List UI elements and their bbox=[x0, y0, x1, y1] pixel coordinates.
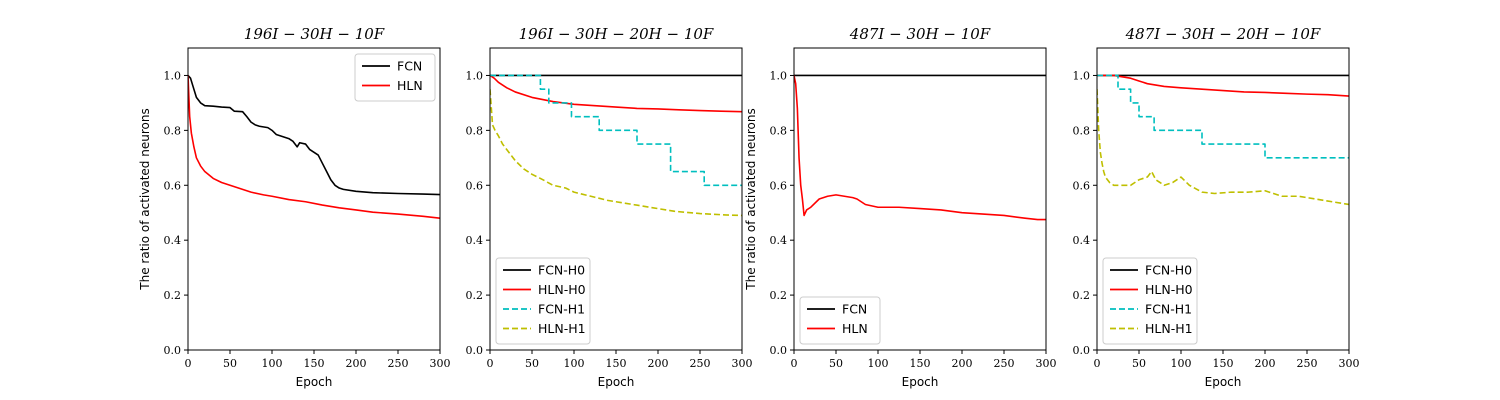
x-tick-label: 100 bbox=[262, 357, 283, 370]
x-tick-label: 0 bbox=[791, 357, 798, 370]
y-tick-label: 0.2 bbox=[164, 289, 182, 302]
x-axis-label: Epoch bbox=[1205, 375, 1242, 389]
legend-label: HLN-H0 bbox=[538, 282, 586, 297]
legend-label: HLN bbox=[842, 321, 868, 336]
legend-box bbox=[799, 296, 881, 345]
legend-label: FCN-H0 bbox=[538, 263, 585, 278]
chart-panel-2: 0 50 100 150 200 250 300 0.0 0.2 0.4 0.6 0.8 1.0 196I… bbox=[466, 25, 753, 389]
x-tick-label: 150 bbox=[910, 357, 931, 370]
chart-title: 196I − 30H − 20H − 10F bbox=[519, 25, 714, 43]
series-line-hln-h1 bbox=[490, 89, 742, 217]
chart-panel-1: 0 50 100 150 200 250 300 0.0 0.2 0.4 0.6 0.8 1.0 196I… bbox=[138, 25, 451, 389]
series-line-fcn-h1 bbox=[490, 74, 742, 187]
legend-label: FCN-H0 bbox=[1145, 263, 1192, 278]
chart-panel-3: 0 50 100 150 200 250 300 0.0 0.2 0.4 0.6 0.8 1.0 487I… bbox=[744, 25, 1057, 389]
series-line-hln-h0 bbox=[490, 74, 742, 113]
y-axis-label: The ratio of activated neurons bbox=[138, 108, 152, 290]
x-tick-label: 250 bbox=[388, 357, 409, 370]
x-tick-label: 200 bbox=[1255, 357, 1276, 370]
legend: FCN-H0 HLN-H0 FCN-H1 HLN-H1 bbox=[1102, 257, 1198, 345]
legend: FCN HLN bbox=[354, 53, 436, 102]
x-axis-label: Epoch bbox=[296, 375, 333, 389]
legend-box bbox=[495, 257, 591, 345]
y-tick-label: 0.6 bbox=[770, 179, 788, 192]
y-tick-label: 0.6 bbox=[164, 179, 182, 192]
y-tick-label: 0.8 bbox=[1073, 124, 1091, 137]
x-tick-label: 300 bbox=[732, 357, 753, 370]
legend-label: HLN-H1 bbox=[538, 321, 586, 336]
x-tick-label: 150 bbox=[606, 357, 627, 370]
x-axis-label: Epoch bbox=[598, 375, 635, 389]
y-tick-label: 1.0 bbox=[1073, 69, 1091, 82]
y-tick-label: 1.0 bbox=[466, 69, 484, 82]
y-tick-label: 0.0 bbox=[164, 344, 182, 357]
x-tick-label: 0 bbox=[487, 357, 494, 370]
y-tick-label: 0.8 bbox=[770, 124, 788, 137]
y-tick-label: 0.2 bbox=[466, 289, 484, 302]
chart-panel-4: 0 50 100 150 200 250 300 0.0 0.2 0.4 0.6 0.8 1.0 487I… bbox=[1073, 25, 1360, 389]
y-tick-label: 0.4 bbox=[1073, 234, 1091, 247]
series-line-fcn-h1 bbox=[1097, 74, 1349, 159]
chart-title: 487I − 30H − 20H − 10F bbox=[1125, 25, 1321, 43]
x-tick-label: 50 bbox=[1132, 357, 1146, 370]
x-tick-label: 250 bbox=[1297, 357, 1318, 370]
legend-box bbox=[1102, 257, 1198, 345]
y-tick-label: 0.8 bbox=[466, 124, 484, 137]
y-tick-label: 0.6 bbox=[466, 179, 484, 192]
y-tick-label: 0.4 bbox=[164, 234, 182, 247]
x-tick-label: 50 bbox=[223, 357, 237, 370]
series-line-fcn bbox=[188, 74, 440, 196]
chart-title: 487I − 30H − 10F bbox=[849, 25, 991, 43]
series-line-hln bbox=[188, 75, 440, 220]
legend: FCN HLN bbox=[799, 296, 881, 345]
x-axis-label: Epoch bbox=[902, 375, 939, 389]
x-tick-label: 200 bbox=[346, 357, 367, 370]
y-tick-label: 0.2 bbox=[770, 289, 788, 302]
x-tick-label: 250 bbox=[690, 357, 711, 370]
y-tick-label: 0.0 bbox=[1073, 344, 1091, 357]
x-tick-label: 50 bbox=[525, 357, 539, 370]
y-tick-label: 0.0 bbox=[770, 344, 788, 357]
y-tick-label: 1.0 bbox=[164, 69, 182, 82]
y-tick-label: 0.6 bbox=[1073, 179, 1091, 192]
x-tick-label: 250 bbox=[994, 357, 1015, 370]
y-tick-label: 0.2 bbox=[1073, 289, 1091, 302]
series-line-hln-h0 bbox=[1097, 74, 1349, 97]
x-tick-label: 300 bbox=[1036, 357, 1057, 370]
x-tick-label: 0 bbox=[185, 357, 192, 370]
legend-label: HLN bbox=[397, 78, 423, 93]
legend-box bbox=[354, 53, 436, 102]
y-axis-label: The ratio of activated neurons bbox=[744, 108, 758, 290]
x-tick-label: 100 bbox=[1171, 357, 1192, 370]
y-tick-label: 0.4 bbox=[770, 234, 788, 247]
y-tick-label: 0.4 bbox=[466, 234, 484, 247]
x-tick-label: 0 bbox=[1094, 357, 1101, 370]
legend-label: FCN-H1 bbox=[538, 302, 585, 317]
legend-label: FCN-H1 bbox=[1145, 302, 1192, 317]
x-tick-label: 150 bbox=[1213, 357, 1234, 370]
chart-title: 196I − 30H − 10F bbox=[244, 25, 385, 43]
legend: FCN-H0 HLN-H0 FCN-H1 HLN-H1 bbox=[495, 257, 591, 345]
y-tick-label: 0.8 bbox=[164, 124, 182, 137]
legend-label: FCN bbox=[397, 59, 422, 74]
series-line-hln bbox=[794, 75, 1046, 221]
x-tick-label: 100 bbox=[564, 357, 585, 370]
legend-label: HLN-H0 bbox=[1145, 282, 1193, 297]
x-tick-label: 50 bbox=[829, 357, 843, 370]
x-tick-label: 100 bbox=[868, 357, 889, 370]
legend-label: FCN bbox=[842, 302, 867, 317]
y-tick-label: 1.0 bbox=[770, 69, 788, 82]
x-tick-label: 300 bbox=[430, 357, 451, 370]
legend-label: HLN-H1 bbox=[1145, 321, 1193, 336]
series-line-hln-h1 bbox=[1097, 89, 1349, 206]
y-tick-label: 0.0 bbox=[466, 344, 484, 357]
x-tick-label: 150 bbox=[304, 357, 325, 370]
x-tick-label: 200 bbox=[952, 357, 973, 370]
x-tick-label: 300 bbox=[1339, 357, 1360, 370]
x-tick-label: 200 bbox=[648, 357, 669, 370]
